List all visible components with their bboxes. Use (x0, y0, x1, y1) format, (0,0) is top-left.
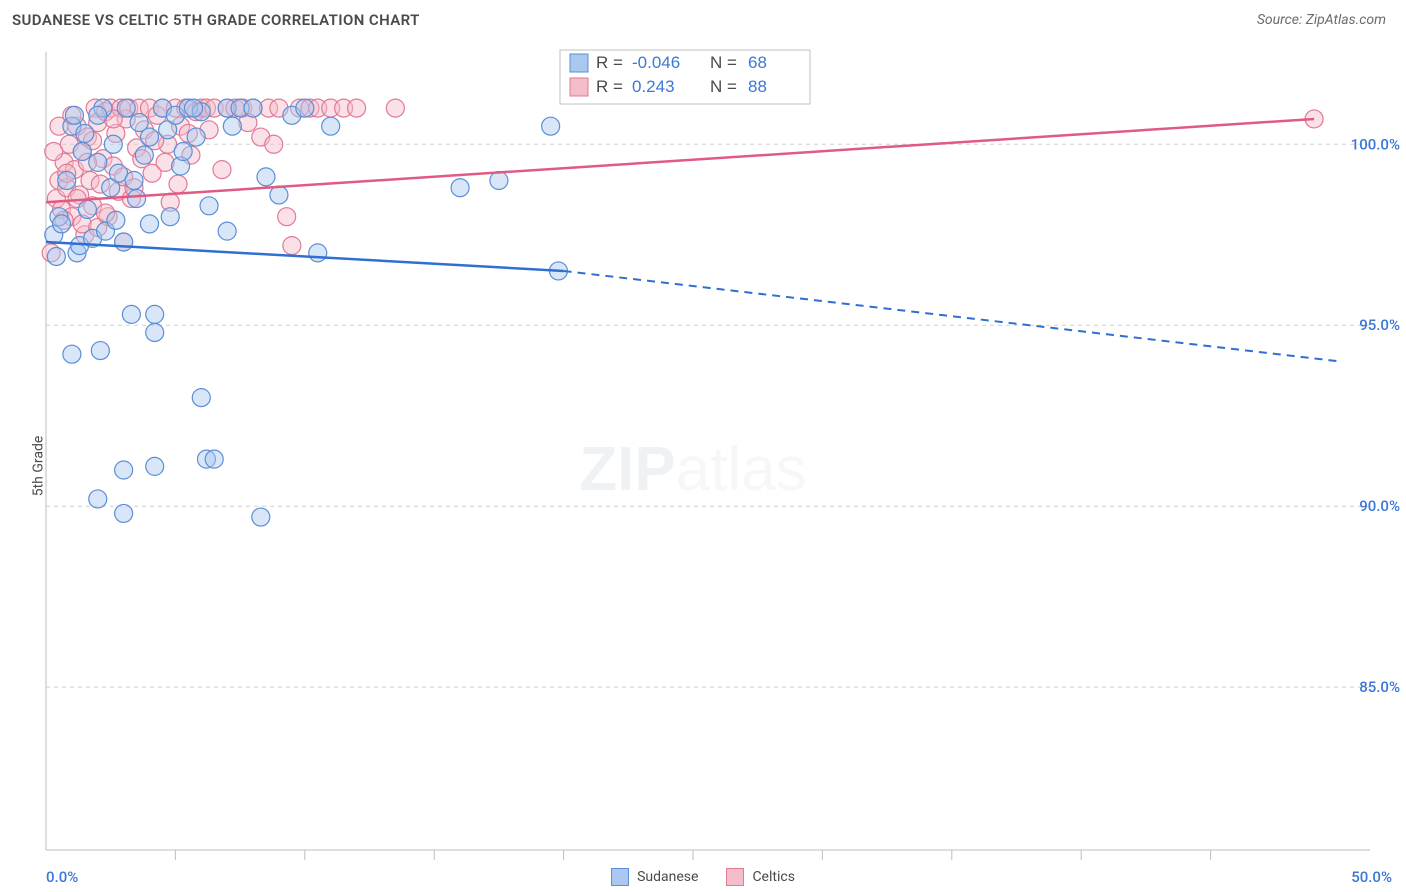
svg-text:R =: R = (596, 53, 623, 72)
svg-text:68: 68 (748, 53, 767, 72)
svg-text:85.0%: 85.0% (1359, 678, 1400, 696)
svg-text:90.0%: 90.0% (1359, 497, 1400, 515)
svg-text:-0.046: -0.046 (632, 53, 680, 72)
svg-text:100.0%: 100.0% (1351, 135, 1400, 153)
svg-text:95.0%: 95.0% (1359, 316, 1400, 334)
legend-label-sudanese: Sudanese (637, 869, 698, 885)
legend-item-celtics: Celtics (726, 868, 794, 886)
svg-text:0.243: 0.243 (632, 77, 675, 96)
svg-text:ZIPatlas: ZIPatlas (579, 435, 806, 504)
svg-text:N =: N = (710, 53, 737, 72)
legend-bottom: Sudanese Celtics (0, 868, 1406, 886)
chart-title: SUDANESE VS CELTIC 5TH GRADE CORRELATION… (12, 11, 420, 29)
chart-header: SUDANESE VS CELTIC 5TH GRADE CORRELATION… (0, 0, 1406, 40)
svg-text:R =: R = (596, 77, 623, 96)
svg-text:88: 88 (748, 77, 767, 96)
scatter-chart-svg: 100.0% 95.0% 90.0% 85.0% ZIPatlas R = -0.046 N … (0, 40, 1406, 892)
legend-label-celtics: Celtics (752, 869, 794, 885)
y-axis-label: 5th Grade (30, 436, 46, 497)
legend-item-sudanese: Sudanese (611, 868, 698, 886)
svg-text:N =: N = (710, 77, 737, 96)
chart-area: 5th Grade 100.0% 95.0% 90.0% 85.0% ZIPatlas R… (0, 40, 1406, 892)
legend-swatch-celtics (726, 868, 744, 886)
legend-swatch-sudanese (611, 868, 629, 886)
chart-source: Source: ZipAtlas.com (1257, 12, 1386, 28)
